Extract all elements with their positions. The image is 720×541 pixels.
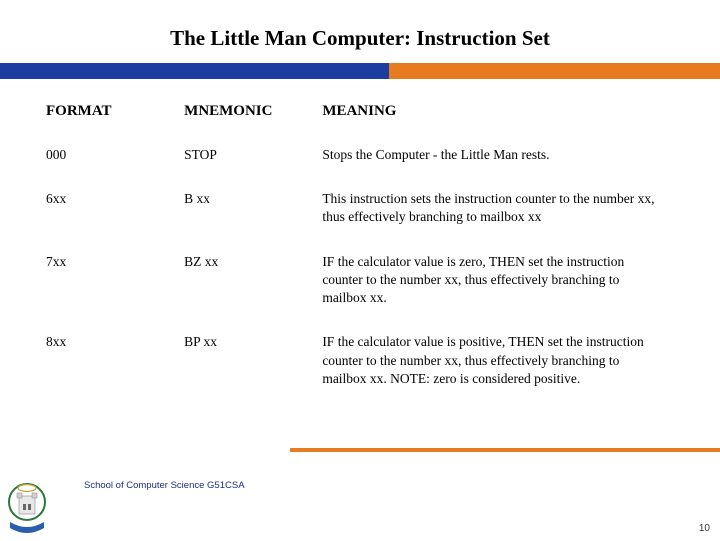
table-row: 6xx B xx This instruction sets the instr…	[46, 180, 674, 242]
page-title: The Little Man Computer: Instruction Set	[0, 0, 720, 63]
table-row: 7xx BZ xx IF the calculator value is zer…	[46, 243, 674, 324]
content-area: FORMAT MNEMONIC MEANING 000 STOP Stops t…	[0, 79, 720, 404]
table-header-row: FORMAT MNEMONIC MEANING	[46, 97, 674, 136]
cell-mnemonic: BZ xx	[184, 243, 322, 324]
footer-text: School of Computer Science G51CSA	[84, 480, 245, 491]
cell-mnemonic: STOP	[184, 136, 322, 180]
cell-meaning: IF the calculator value is zero, THEN se…	[322, 243, 674, 324]
cell-mnemonic: B xx	[184, 180, 322, 242]
table-row: 8xx BP xx IF the calculator value is pos…	[46, 323, 674, 404]
cell-meaning: Stops the Computer - the Little Man rest…	[322, 136, 674, 180]
cell-meaning: IF the calculator value is positive, THE…	[322, 323, 674, 404]
decorative-bottom-bar	[290, 448, 720, 452]
decorative-top-bar	[0, 63, 720, 79]
cell-format: 8xx	[46, 323, 184, 404]
cell-format: 6xx	[46, 180, 184, 242]
instruction-table: FORMAT MNEMONIC MEANING 000 STOP Stops t…	[46, 97, 674, 404]
header-mnemonic: MNEMONIC	[184, 97, 322, 136]
university-logo	[6, 482, 48, 536]
header-format: FORMAT	[46, 97, 184, 136]
cell-format: 7xx	[46, 243, 184, 324]
cell-format: 000	[46, 136, 184, 180]
top-bar-orange	[389, 63, 720, 79]
top-bar-blue	[0, 63, 389, 79]
cell-mnemonic: BP xx	[184, 323, 322, 404]
cell-meaning: This instruction sets the instruction co…	[322, 180, 674, 242]
page-number: 10	[699, 523, 710, 534]
header-meaning: MEANING	[322, 97, 674, 136]
table-row: 000 STOP Stops the Computer - the Little…	[46, 136, 674, 180]
